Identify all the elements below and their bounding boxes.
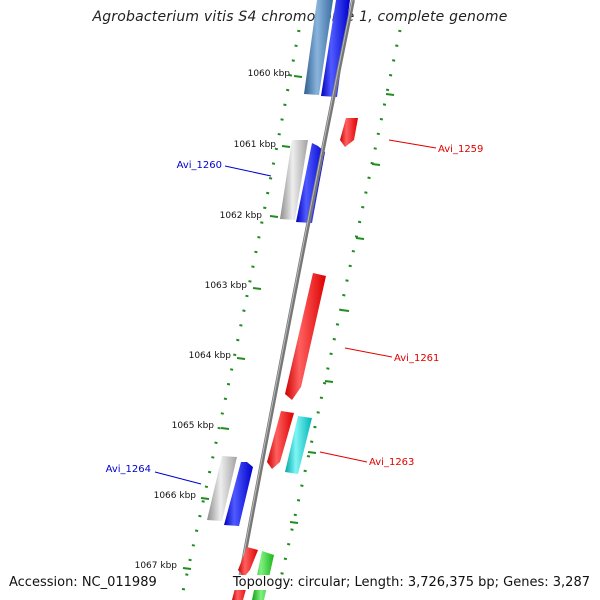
kbp-label-1064: 1064 kbp [189,351,232,361]
gene-red-avi-1261[interactable] [285,273,326,400]
gene-blue-avi-1264[interactable] [224,462,253,526]
gene-blue-top[interactable] [321,0,350,97]
outer-ring-ticks [289,93,395,524]
gene-steelblue-top[interactable] [304,0,333,95]
kbp-label-1063: 1063 kbp [205,281,248,291]
gene-label-avi-1260[interactable]: Avi_1260 [177,160,222,171]
kbp-label-1062: 1062 kbp [220,211,263,221]
accession-label: Accession: NC_011989 [9,575,157,590]
forward-strand-features [232,118,358,600]
reverse-strand-features [207,0,350,526]
kbp-labels: 1060 kbp 1061 kbp 1062 kbp 1063 kbp 1064… [135,69,291,571]
gene-label-avi-1259[interactable]: Avi_1259 [438,144,483,155]
kbp-label-1067: 1067 kbp [135,561,178,571]
kbp-label-1066: 1066 kbp [154,491,197,501]
outer-dotted-ring [274,29,402,600]
kbp-tick-marks [182,75,303,570]
gene-gray-avi-1260[interactable] [280,140,308,220]
gene-red-left-1263[interactable] [267,411,294,469]
kbp-label-1061: 1061 kbp [234,140,277,150]
gene-labels: Avi_1259 Avi_1260 Avi_1261 Avi_1263 Avi_… [106,144,484,475]
kbp-label-1065: 1065 kbp [172,421,215,431]
kbp-label-1060: 1060 kbp [248,69,291,79]
gene-label-avi-1264[interactable]: Avi_1264 [106,464,151,475]
gene-red-bottom-1[interactable] [238,547,258,577]
gene-red-avi-1259[interactable] [340,118,358,147]
genome-backbone [234,0,355,600]
gene-cyan-avi-1263[interactable] [285,416,312,474]
map-title: Agrobacterium vitis S4 chromosome 1, com… [92,9,508,25]
gene-label-avi-1261[interactable]: Avi_1261 [394,353,439,364]
gene-label-avi-1263[interactable]: Avi_1263 [369,457,414,468]
gene-blue-avi-1260[interactable] [296,143,325,223]
topology-label: Topology: circular; Length: 3,726,375 bp… [232,575,590,590]
callout-lines [154,139,437,485]
gene-gray-avi-1264[interactable] [207,456,237,521]
